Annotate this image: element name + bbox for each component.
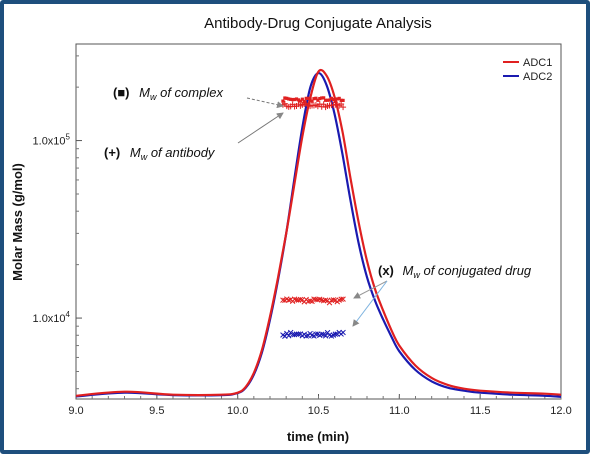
mw-complex-marker	[329, 96, 334, 101]
mw-drug-marker-adc1	[307, 298, 313, 304]
mw-complex-marker	[327, 98, 332, 102]
mw-drug-marker-adc1	[280, 297, 286, 303]
mw-complex-marker	[308, 97, 312, 101]
legend-label-adc2: ADC2	[523, 71, 552, 83]
legend: ADC1 ADC2	[503, 57, 552, 83]
mw-drug-marker-adc1	[330, 297, 337, 303]
x-tick-label: 11.0	[389, 405, 410, 417]
annotation-antibody-symbol: (+)	[104, 145, 120, 160]
x-tick-label: 9.0	[68, 405, 83, 417]
mw-drug-marker-adc2	[313, 331, 319, 337]
mw-complex-marker	[292, 97, 297, 102]
mw-drug-marker-adc2	[303, 333, 309, 339]
mw-complex-marker	[304, 96, 308, 100]
annotation-antibody: (+) Mw of antibody	[104, 145, 216, 162]
y-axis: 1.0x104 1.0x105	[33, 55, 82, 390]
annotation-drug-arrow-adc2	[352, 280, 388, 327]
chromatogram-adc1	[75, 68, 562, 397]
mw-complex-marker	[306, 96, 310, 100]
x-tick-label: 10.5	[308, 405, 329, 417]
legend-label-adc1: ADC1	[523, 57, 552, 69]
annotation-complex-arrow	[246, 97, 284, 109]
mw-drug-marker-adc1	[340, 296, 346, 302]
mw-complex-marker	[291, 97, 295, 102]
mw-drug-marker-adc2	[340, 329, 346, 336]
mw-complex-marker	[281, 99, 285, 103]
x-axis: 9.0 9.5 10.0 10.5 11.0 11.5 12.0	[68, 394, 572, 417]
y-tick-label: 1.0x105	[33, 133, 71, 148]
mw-complex-marker	[316, 98, 320, 102]
mw-complex-marker	[285, 96, 289, 100]
annotation-drug: (x) Mw of conjugated drug	[378, 263, 532, 280]
mw-complex-marker	[310, 99, 314, 103]
mw-drug-marker-adc1	[285, 297, 292, 303]
mw-complex-marker	[302, 99, 306, 104]
mw-complex-marker	[314, 96, 318, 100]
mw-complex-marker	[312, 97, 316, 101]
mw-drug-marker-adc1	[297, 296, 304, 303]
mw-complex-marker	[320, 96, 324, 100]
mw-complex-marker	[289, 97, 293, 101]
y-tick-label: 1.0x104	[33, 310, 71, 325]
mw-antibody-marker	[338, 101, 345, 108]
mw-complex-marker	[300, 97, 304, 101]
mw-complex-marker	[318, 96, 322, 101]
mw-complex-marker	[325, 98, 330, 102]
annotation-drug-arrow-adc1	[353, 280, 388, 299]
mw-drug-marker-adc1	[322, 297, 329, 303]
mw-complex-marker	[331, 98, 335, 102]
mw-complex-marker	[287, 97, 291, 101]
annotation-complex-symbol: (■)	[113, 85, 130, 100]
mw-complex-marker	[294, 97, 299, 101]
mw-complex-marker	[341, 98, 345, 103]
mw-complex-marker	[335, 97, 339, 101]
mw-antibody-marker	[340, 104, 347, 111]
y-axis-label: Molar Mass (g/mol)	[10, 163, 25, 281]
mw-complex-marker	[324, 98, 328, 102]
mw-complex-marker	[339, 98, 343, 102]
x-axis-label: time (min)	[287, 429, 349, 444]
x-tick-label: 12.0	[550, 405, 571, 417]
mw-complex-marker	[333, 99, 337, 104]
mw-drug-marker-adc2	[295, 331, 302, 337]
annotation-drug-symbol: (x)	[378, 263, 394, 278]
mw-drug-marker-adc2	[332, 331, 339, 337]
mw-drug-marker-adc1	[338, 296, 344, 303]
series-layer	[75, 68, 562, 398]
x-tick-label: 11.5	[470, 405, 491, 417]
mw-complex-marker	[298, 99, 302, 103]
mw-complex-marker	[296, 98, 301, 102]
mw-complex-marker	[322, 96, 326, 100]
annotation-complex: (■) Mw of complex	[113, 85, 223, 102]
annotation-antibody-arrow	[237, 112, 284, 144]
plot-area	[75, 43, 562, 400]
mw-complex-marker	[337, 96, 341, 100]
x-tick-label: 10.0	[227, 405, 248, 417]
mw-drug-marker-adc2	[318, 331, 325, 338]
x-tick-label: 9.5	[149, 405, 164, 417]
mw-drug-marker-adc2	[285, 332, 292, 339]
chart-title: Antibody-Drug Conjugate Analysis	[204, 15, 432, 32]
mw-complex-marker	[283, 96, 287, 100]
marker-layer	[279, 96, 347, 339]
